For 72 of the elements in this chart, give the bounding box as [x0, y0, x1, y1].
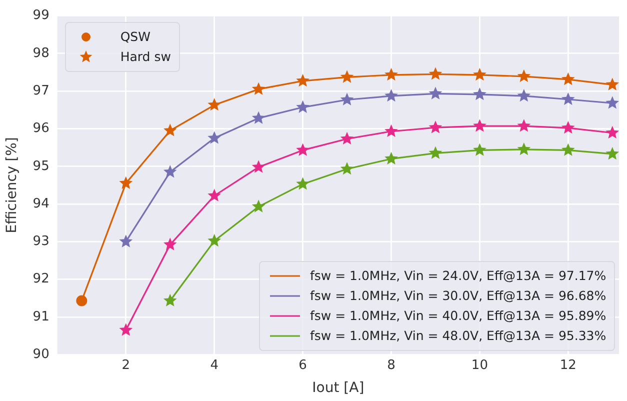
point — [208, 234, 221, 247]
point — [163, 294, 177, 306]
point — [561, 92, 575, 106]
y-axis-title: Efficiency [%] — [4, 137, 20, 234]
legend-label: Hard sw — [120, 49, 171, 64]
point — [252, 160, 266, 173]
point — [296, 100, 310, 113]
x-tick-label: 2 — [122, 358, 130, 373]
point — [119, 323, 133, 336]
point — [296, 143, 310, 156]
y-tick-label: 93 — [32, 234, 50, 250]
point — [606, 78, 620, 90]
point — [296, 177, 310, 190]
y-tick-label: 91 — [32, 309, 50, 324]
point — [119, 176, 133, 189]
point — [517, 88, 531, 102]
point — [163, 238, 177, 250]
point — [384, 68, 398, 81]
point — [384, 124, 398, 138]
point — [473, 143, 486, 156]
y-tick-label: 90 — [32, 346, 50, 362]
y-tick-label: 94 — [32, 196, 50, 212]
legend-label: fsw = 1.0MHz, Vin = 40.0V, Eff@13A = 95.89% — [310, 308, 606, 324]
point — [428, 67, 442, 80]
point — [296, 74, 310, 87]
point — [517, 142, 531, 156]
point — [340, 70, 354, 83]
legend-label: fsw = 1.0MHz, Vin = 30.0V, Eff@13A = 96.68% — [310, 288, 606, 304]
point — [163, 165, 177, 178]
point — [119, 234, 133, 248]
point — [606, 96, 620, 109]
point — [517, 119, 531, 132]
point — [561, 143, 575, 156]
y-tick-label: 96 — [32, 121, 50, 136]
point — [473, 119, 486, 132]
point — [340, 162, 354, 175]
point — [517, 69, 531, 82]
legend-label: QSW — [120, 29, 150, 44]
legend-label: fsw = 1.0MHz, Vin = 48.0V, Eff@13A = 95.33% — [310, 328, 606, 344]
x-tick-label: 4 — [210, 358, 218, 373]
y-tick-label: 92 — [32, 272, 50, 287]
point — [252, 82, 266, 95]
point — [252, 111, 266, 124]
x-tick-label: 12 — [560, 358, 576, 373]
x-tick-label: 8 — [387, 358, 396, 373]
point — [163, 124, 177, 136]
point — [428, 120, 442, 134]
point — [561, 120, 575, 134]
y-tick-label: 98 — [32, 46, 50, 61]
point — [428, 146, 442, 159]
point — [340, 132, 354, 145]
x-axis-title: Iout [A] — [312, 380, 364, 396]
point — [473, 87, 486, 100]
point — [473, 68, 486, 81]
point — [252, 200, 266, 212]
x-tick-label: 6 — [298, 358, 307, 373]
point — [208, 188, 221, 202]
point — [561, 72, 575, 86]
point — [428, 86, 442, 100]
y-tick-label: 99 — [32, 8, 50, 24]
point — [76, 295, 88, 306]
point — [606, 126, 620, 139]
legend-label: fsw = 1.0MHz, Vin = 24.0V, Eff@13A = 97.17% — [310, 268, 606, 284]
x-tick-label: 10 — [471, 358, 488, 373]
point — [208, 98, 221, 111]
point — [384, 152, 398, 165]
point — [606, 146, 620, 160]
y-tick-label: 97 — [32, 83, 50, 98]
y-tick-label: 95 — [32, 158, 50, 174]
point — [208, 131, 221, 144]
point — [340, 92, 354, 106]
point — [384, 88, 398, 102]
